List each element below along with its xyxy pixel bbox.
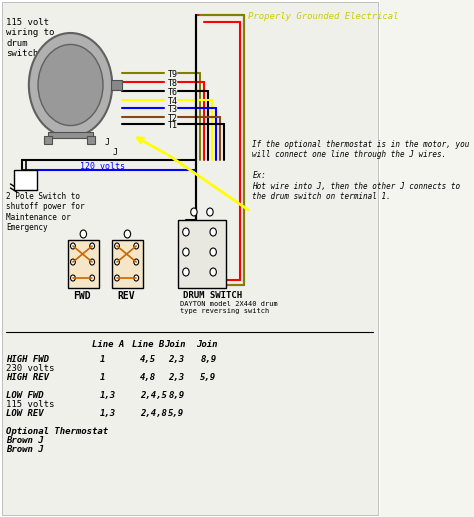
Bar	[14, 170, 37, 190]
Text: 3: 3	[71, 259, 75, 265]
Circle shape	[210, 228, 216, 236]
Text: HIGH REV: HIGH REV	[7, 373, 49, 382]
Circle shape	[90, 259, 94, 265]
Circle shape	[134, 259, 138, 265]
Circle shape	[115, 275, 119, 281]
Text: 2: 2	[90, 243, 94, 249]
Text: 5: 5	[183, 269, 188, 275]
Text: Brown J: Brown J	[7, 445, 44, 454]
Circle shape	[182, 268, 189, 276]
Text: 6: 6	[215, 269, 219, 275]
Circle shape	[71, 259, 75, 265]
Text: 1,3: 1,3	[100, 391, 116, 400]
Text: 2,3: 2,3	[168, 355, 184, 364]
Text: Line B: Line B	[132, 340, 164, 349]
Text: T6: T6	[168, 88, 178, 97]
Circle shape	[134, 243, 138, 249]
Text: Join: Join	[164, 340, 186, 349]
Text: Join: Join	[196, 340, 218, 349]
Text: T4: T4	[168, 97, 178, 106]
Text: J: J	[104, 138, 109, 147]
Circle shape	[38, 44, 103, 126]
Text: DRUM SWITCH: DRUM SWITCH	[182, 291, 242, 300]
Text: HIGH FWD: HIGH FWD	[7, 355, 49, 364]
Text: 3: 3	[183, 249, 188, 255]
Circle shape	[115, 259, 119, 265]
Text: Optional Thermostat: Optional Thermostat	[7, 427, 109, 436]
Text: 1,3: 1,3	[100, 409, 116, 418]
Text: 5,9: 5,9	[168, 409, 184, 418]
Text: LOW FWD: LOW FWD	[7, 391, 44, 400]
Text: T9: T9	[168, 70, 178, 79]
Text: 230 volts: 230 volts	[7, 364, 55, 373]
Text: T1: T1	[168, 121, 178, 130]
Text: 6: 6	[90, 275, 94, 281]
Text: LOW REV: LOW REV	[7, 409, 44, 418]
Text: T2: T2	[168, 114, 178, 123]
Circle shape	[80, 230, 87, 238]
Text: 1: 1	[100, 373, 106, 382]
Text: 1: 1	[100, 355, 106, 364]
Text: 2: 2	[215, 229, 219, 235]
Circle shape	[90, 243, 94, 249]
Text: MOTOR: MOTOR	[52, 79, 89, 92]
Text: DAYTON model 2X440 drum
type reversing switch: DAYTON model 2X440 drum type reversing s…	[180, 301, 277, 314]
Text: 1: 1	[183, 229, 188, 235]
Circle shape	[71, 243, 75, 249]
Circle shape	[90, 275, 94, 281]
Circle shape	[210, 268, 216, 276]
Text: Properly Grounded Electrical: Properly Grounded Electrical	[248, 12, 399, 21]
Text: 2,4,5: 2,4,5	[140, 391, 167, 400]
Text: 5,9: 5,9	[201, 373, 217, 382]
Text: FWD: FWD	[73, 291, 91, 301]
Circle shape	[124, 230, 131, 238]
Text: T8: T8	[168, 79, 178, 88]
Bar	[44, 136, 52, 144]
Text: 2,3: 2,3	[168, 373, 184, 382]
Text: 4,8: 4,8	[140, 373, 156, 382]
Text: 115 volts: 115 volts	[7, 400, 55, 409]
Text: 4: 4	[215, 249, 219, 255]
Text: 4,5: 4,5	[140, 355, 156, 364]
Circle shape	[182, 248, 189, 256]
Text: J: J	[113, 148, 118, 157]
Bar	[87, 136, 94, 144]
Text: 8,9: 8,9	[201, 355, 217, 364]
Text: 4: 4	[90, 259, 94, 265]
Circle shape	[134, 275, 138, 281]
Bar	[110, 80, 122, 90]
Text: 120 volts: 120 volts	[80, 162, 125, 171]
Text: REV: REV	[117, 291, 135, 301]
Text: T3: T3	[168, 105, 178, 114]
Bar	[178, 220, 226, 288]
Circle shape	[71, 275, 75, 281]
Bar	[112, 240, 143, 288]
Text: 8,9: 8,9	[168, 391, 184, 400]
Text: 5: 5	[71, 275, 75, 281]
Circle shape	[115, 243, 119, 249]
Circle shape	[182, 228, 189, 236]
Circle shape	[29, 33, 112, 137]
Text: 2 Pole Switch to
shutoff power for
Maintenance or
Emergency: 2 Pole Switch to shutoff power for Maint…	[7, 192, 85, 232]
Text: 115 volt
wiring to
drum
switch: 115 volt wiring to drum switch	[7, 18, 55, 58]
Text: 2,4,8: 2,4,8	[140, 409, 167, 418]
Circle shape	[191, 208, 197, 216]
Text: Brown J: Brown J	[7, 436, 44, 445]
Text: Line A: Line A	[92, 340, 124, 349]
Bar	[68, 240, 99, 288]
Text: 120
volts: 120 volts	[16, 175, 35, 186]
Circle shape	[207, 208, 213, 216]
Text: If the optional thermostat is in the motor, you
will connect one line through th: If the optional thermostat is in the mot…	[253, 140, 470, 201]
Bar	[48, 132, 93, 138]
Circle shape	[210, 248, 216, 256]
Text: 1: 1	[71, 243, 75, 249]
